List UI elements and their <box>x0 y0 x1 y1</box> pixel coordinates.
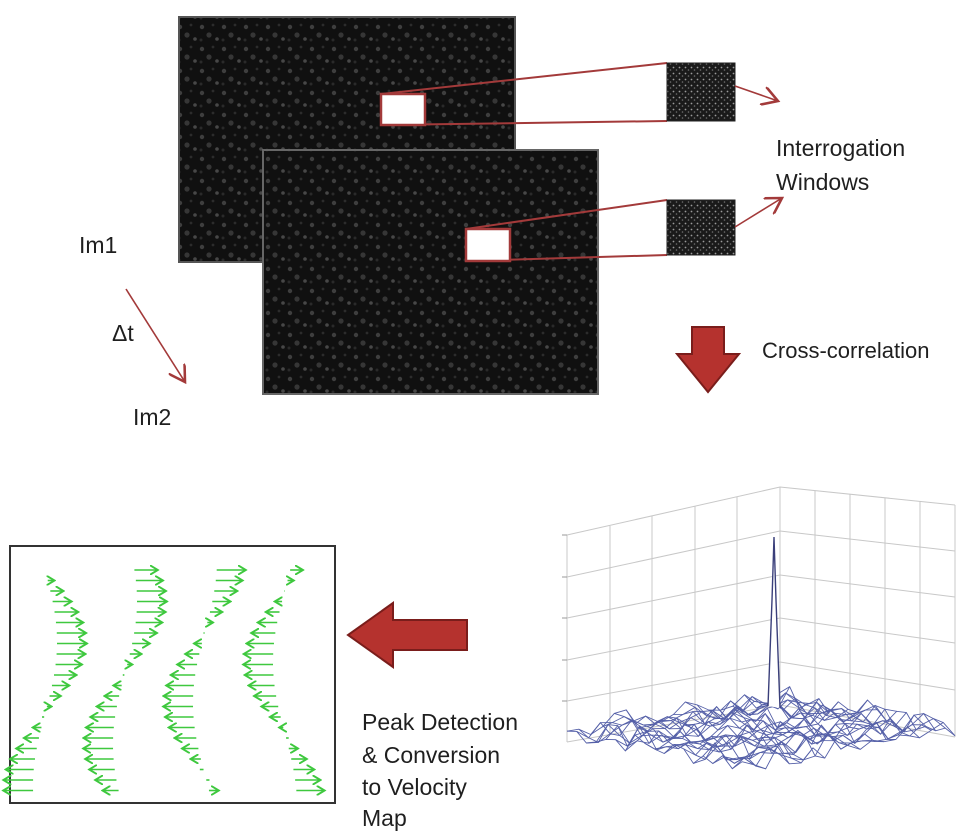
window-zoom-1 <box>666 62 736 122</box>
process-arrow-down <box>674 326 742 394</box>
label-peak-line4: Map <box>362 805 407 831</box>
time-step-arrow <box>125 288 185 382</box>
callout-window-2 <box>464 199 736 263</box>
label-im1: Im1 <box>79 232 118 258</box>
label-delta-t: Δt <box>112 320 134 346</box>
correlation-plot <box>562 486 956 770</box>
label-peak-line2: & Conversion <box>362 742 501 768</box>
label-interrogation-line1: Interrogation <box>776 135 906 161</box>
label-peak-line3: to Velocity <box>362 774 467 800</box>
image-frame-2 <box>262 149 599 395</box>
plot-axis-ticks <box>562 534 567 702</box>
interrogation-box-2 <box>464 227 512 263</box>
pointer-arrow-2 <box>734 198 782 228</box>
label-im2: Im2 <box>133 404 172 430</box>
label-cross-correlation: Cross-correlation <box>762 338 930 363</box>
correlation-mesh <box>566 686 956 770</box>
plot-grid <box>566 486 956 743</box>
correlation-peak <box>767 536 781 709</box>
process-arrow-left <box>346 601 468 669</box>
callout-window-1 <box>379 62 736 127</box>
interrogation-box-1 <box>379 92 427 127</box>
pointer-arrow-1 <box>734 85 778 101</box>
window-zoom-2 <box>666 199 736 256</box>
velocity-vectors <box>3 570 324 791</box>
label-interrogation-line2: Windows <box>776 169 870 195</box>
label-peak-line1: Peak Detection <box>362 709 518 735</box>
